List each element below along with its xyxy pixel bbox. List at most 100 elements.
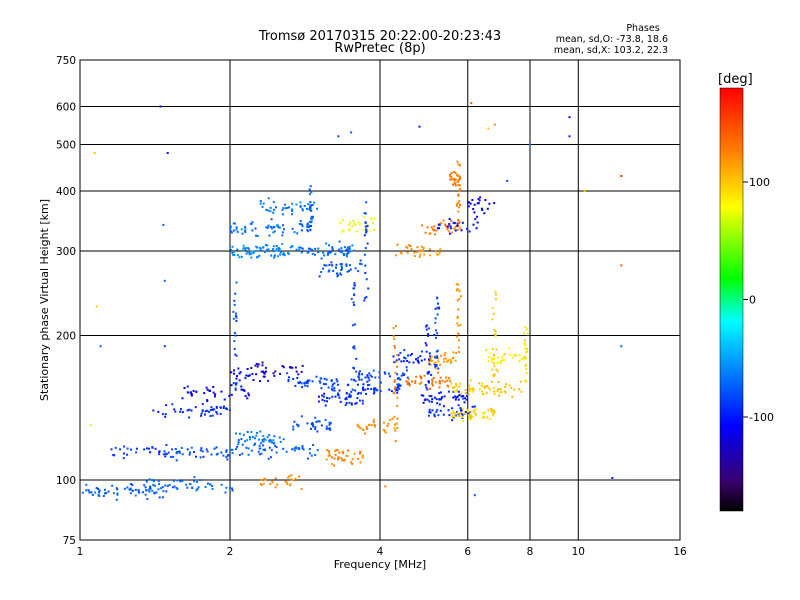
scattered-point xyxy=(470,102,473,105)
trace-point xyxy=(165,490,168,493)
trace-point xyxy=(237,367,240,370)
trace-point xyxy=(339,263,342,266)
trace-point xyxy=(171,448,174,451)
trace-point xyxy=(366,375,369,378)
x-axis-label: Frequency [MHz] xyxy=(334,558,426,571)
y-tick-label: 400 xyxy=(56,186,76,198)
trace-point xyxy=(258,453,261,456)
cusp-point xyxy=(234,292,237,295)
trace-point xyxy=(328,251,331,254)
trace-point xyxy=(383,371,386,374)
trace-point xyxy=(297,381,300,384)
trace-point xyxy=(95,487,98,489)
trace-point xyxy=(453,227,456,230)
trace-point xyxy=(275,206,277,209)
cusp-point xyxy=(364,264,367,267)
trace-point xyxy=(279,372,281,375)
trace-point xyxy=(263,437,266,440)
trace-point xyxy=(428,359,431,362)
trace-point xyxy=(157,410,160,413)
trace-point xyxy=(311,248,313,251)
cusp-point xyxy=(363,212,366,215)
trace-point xyxy=(273,255,276,257)
trace-point xyxy=(518,360,521,363)
trace-point xyxy=(347,449,350,452)
trace-point xyxy=(448,223,451,225)
cusp-point xyxy=(310,217,313,220)
trace-point xyxy=(248,374,251,377)
trace-point xyxy=(268,446,271,449)
trace-point xyxy=(341,459,344,462)
cusp-point xyxy=(308,188,311,191)
trace-point xyxy=(490,357,493,360)
scattered-point xyxy=(166,152,169,154)
trace-point xyxy=(500,360,503,363)
x-tick-label: 10 xyxy=(572,546,585,558)
trace-point xyxy=(355,402,358,405)
trace-point xyxy=(306,385,309,388)
scattered-point xyxy=(473,494,476,497)
trace-point xyxy=(254,364,257,367)
trace-point xyxy=(469,202,472,205)
trace-point xyxy=(236,248,239,251)
trace-point xyxy=(252,252,255,255)
trace-point xyxy=(173,485,176,488)
trace-point xyxy=(317,251,320,254)
cusp-point xyxy=(456,202,459,205)
trace-point xyxy=(281,209,284,211)
trace-point xyxy=(396,383,399,386)
trace-point xyxy=(464,397,466,400)
trace-point xyxy=(471,390,474,393)
trace-point xyxy=(328,421,331,424)
cusp-point xyxy=(526,350,528,353)
cusp-point xyxy=(352,287,355,290)
trace-point xyxy=(269,439,272,442)
trace-point xyxy=(272,211,275,214)
trace-point xyxy=(472,388,475,391)
trace-point xyxy=(249,252,252,255)
trace-point xyxy=(343,246,346,249)
trace-point xyxy=(400,360,403,363)
trace-point xyxy=(81,491,84,494)
trace-point xyxy=(181,411,184,413)
cusp-point xyxy=(235,281,238,284)
trace-point xyxy=(301,209,304,212)
trace-point xyxy=(175,459,178,462)
trace-point xyxy=(311,204,314,206)
trace-point xyxy=(346,246,349,249)
trace-point xyxy=(189,451,191,454)
trace-point xyxy=(436,227,439,230)
trace-point xyxy=(370,218,373,221)
trace-point xyxy=(263,371,266,374)
trace-point xyxy=(238,454,241,456)
trace-point xyxy=(282,366,285,369)
trace-point xyxy=(469,389,472,392)
trace-point xyxy=(233,254,236,256)
trace-point xyxy=(316,420,319,423)
cusp-point xyxy=(310,225,313,227)
trace-point xyxy=(467,205,470,208)
trace-point xyxy=(258,246,261,249)
trace-point xyxy=(471,415,474,418)
trace-point xyxy=(471,199,474,201)
trace-point xyxy=(360,263,363,266)
trace-point xyxy=(284,480,287,483)
trace-point xyxy=(178,451,181,454)
trace-point xyxy=(242,244,245,247)
trace-point xyxy=(466,227,469,230)
trace-point xyxy=(332,269,335,272)
trace-point xyxy=(190,391,192,394)
trace-point xyxy=(456,388,459,391)
trace-point xyxy=(283,253,286,256)
trace-point xyxy=(518,354,521,357)
cusp-point xyxy=(524,365,527,367)
trace-point xyxy=(426,398,429,401)
trace-point xyxy=(271,480,273,483)
scattered-point xyxy=(611,477,614,479)
cusp-point xyxy=(494,291,497,293)
trace-point xyxy=(164,413,167,416)
trace-point xyxy=(353,452,356,455)
trace-point xyxy=(271,481,274,484)
trace-point xyxy=(497,381,500,383)
trace-point xyxy=(456,412,459,415)
